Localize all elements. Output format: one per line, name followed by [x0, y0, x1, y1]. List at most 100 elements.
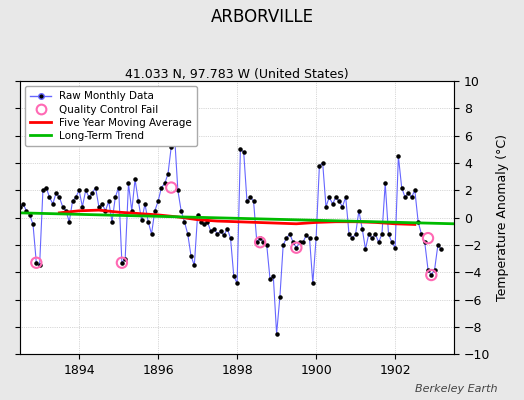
Point — [203, 218, 212, 225]
Point — [302, 232, 310, 239]
Point — [177, 208, 185, 214]
Point — [26, 212, 34, 218]
Point — [118, 260, 126, 266]
Point — [305, 235, 314, 241]
Point — [105, 198, 113, 204]
Point — [427, 272, 435, 278]
Point — [187, 253, 195, 259]
Point — [6, 218, 14, 225]
Point — [411, 187, 419, 194]
Point — [342, 194, 350, 200]
Point — [249, 198, 258, 204]
Point — [32, 260, 40, 266]
Point — [430, 266, 439, 273]
Point — [193, 212, 202, 218]
Point — [253, 239, 261, 246]
Point — [282, 235, 291, 241]
Point — [52, 190, 60, 196]
Point — [167, 184, 176, 191]
Point — [309, 280, 317, 286]
Point — [49, 201, 57, 207]
Point — [200, 221, 209, 228]
Point — [404, 190, 412, 196]
Point — [108, 218, 116, 225]
Point — [259, 239, 268, 246]
Point — [154, 198, 162, 204]
Point — [236, 146, 245, 152]
Point — [312, 235, 320, 241]
Point — [127, 208, 136, 214]
Point — [289, 239, 297, 246]
Point — [292, 244, 301, 251]
Point — [276, 294, 284, 300]
Text: ARBORVILLE: ARBORVILLE — [211, 8, 313, 26]
Point — [381, 180, 389, 187]
Point — [286, 231, 294, 237]
Point — [292, 244, 301, 251]
Point — [427, 272, 435, 278]
Point — [299, 239, 307, 246]
Point — [269, 273, 278, 280]
Point — [365, 231, 373, 237]
Point — [263, 242, 271, 248]
Point — [160, 180, 169, 187]
Point — [371, 231, 379, 237]
Point — [322, 204, 330, 210]
Point — [22, 208, 30, 214]
Point — [210, 225, 219, 232]
Point — [150, 208, 159, 214]
Point — [414, 218, 422, 225]
Point — [124, 180, 133, 187]
Point — [147, 231, 156, 237]
Point — [239, 149, 248, 155]
Point — [206, 228, 215, 234]
Point — [65, 218, 73, 225]
Point — [345, 231, 353, 237]
Point — [68, 198, 77, 204]
Point — [246, 194, 255, 200]
Point — [134, 198, 143, 204]
Point — [401, 194, 409, 200]
Point — [421, 239, 429, 246]
Point — [319, 160, 327, 166]
Point — [98, 201, 106, 207]
Point — [3, 201, 11, 207]
Point — [398, 184, 406, 191]
Point — [424, 266, 432, 273]
Point — [59, 204, 67, 210]
Point — [378, 231, 386, 237]
Point — [437, 246, 445, 252]
Point — [111, 194, 119, 200]
Point — [384, 231, 392, 237]
Point — [42, 184, 50, 191]
Point — [88, 190, 96, 196]
Title: 41.033 N, 97.783 W (United States): 41.033 N, 97.783 W (United States) — [125, 68, 349, 81]
Text: Berkeley Earth: Berkeley Earth — [416, 384, 498, 394]
Point — [85, 194, 93, 200]
Point — [355, 208, 363, 214]
Point — [233, 280, 241, 286]
Point — [315, 162, 324, 169]
Point — [95, 204, 103, 210]
Point — [216, 228, 225, 234]
Point — [144, 218, 152, 225]
Point — [173, 187, 182, 194]
Point — [114, 184, 123, 191]
Point — [352, 231, 360, 237]
Point — [361, 246, 369, 252]
Point — [121, 256, 129, 262]
Point — [223, 225, 232, 232]
Point — [388, 239, 396, 246]
Point — [266, 276, 274, 282]
Point — [279, 242, 287, 248]
Point — [230, 273, 238, 280]
Point — [45, 194, 53, 200]
Point — [78, 204, 86, 210]
Legend: Raw Monthly Data, Quality Control Fail, Five Year Moving Average, Long-Term Tren: Raw Monthly Data, Quality Control Fail, … — [25, 86, 198, 146]
Point — [72, 194, 80, 200]
Point — [213, 231, 222, 237]
Point — [9, 208, 17, 214]
Point — [180, 218, 189, 225]
Point — [137, 217, 146, 224]
Point — [55, 194, 63, 200]
